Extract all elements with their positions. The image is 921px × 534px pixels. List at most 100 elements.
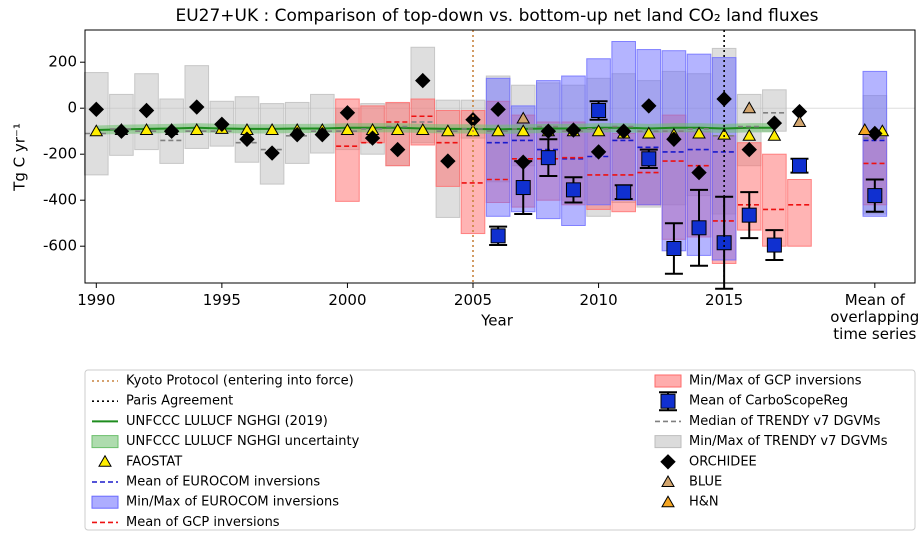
- mean-square: [641, 151, 657, 167]
- marker: [717, 127, 731, 140]
- x-axis-title: Year: [480, 312, 514, 330]
- marker: [516, 111, 531, 124]
- marker: [415, 123, 430, 136]
- chart-title: EU27+UK : Comparison of top-down vs. bot…: [175, 6, 818, 26]
- legend-item: H&N: [661, 495, 719, 510]
- legend-label: BLUE: [689, 475, 722, 490]
- mean-square: [490, 228, 506, 244]
- legend-item: FAOSTAT: [98, 454, 182, 469]
- marker: [139, 123, 154, 136]
- mean-square: [766, 237, 782, 253]
- x-tick-label: 2010: [579, 291, 618, 309]
- marker: [264, 145, 280, 161]
- legend-item: UNFCCC LULUCF NGHGI uncertainty: [91, 434, 360, 449]
- marker: [364, 130, 381, 146]
- range-box: [611, 41, 636, 201]
- marker: [189, 123, 204, 136]
- legend-label: Mean of CarboScopeReg: [689, 394, 848, 409]
- mean-square: [666, 241, 682, 256]
- y-tick-label: 0: [67, 99, 77, 117]
- legend-item: Min/Max of TRENDY v7 DGVMs: [654, 434, 888, 449]
- legend-icon: [661, 495, 675, 508]
- legend-icon: [91, 435, 119, 449]
- marker: [692, 126, 706, 139]
- y-axis-title: Tg C yr⁻¹: [11, 123, 29, 192]
- range-box: [485, 77, 511, 217]
- mean-square: [791, 158, 807, 174]
- x-tick-label: 2000: [328, 291, 367, 309]
- marker: [163, 123, 180, 139]
- legend-item: Paris Agreement: [92, 394, 233, 409]
- legend-icon: [654, 374, 682, 388]
- marker: [113, 123, 130, 139]
- y-tick-label: -400: [43, 191, 77, 209]
- range-box: [661, 50, 687, 252]
- marker: [540, 123, 557, 139]
- legend-icon: [98, 454, 112, 467]
- mean-square: [515, 180, 531, 196]
- legend-icon: [660, 454, 676, 470]
- legend-icon: [660, 393, 676, 409]
- legend-label: ORCHIDEE: [689, 454, 757, 469]
- legend-icon: [661, 474, 675, 487]
- legend-label: Kyoto Protocol (entering into force): [126, 374, 354, 389]
- x-tick-label: 1990: [77, 291, 116, 309]
- marker: [591, 124, 606, 137]
- marker: [767, 128, 782, 141]
- mean-square: [565, 182, 581, 198]
- legend-icon: [91, 495, 119, 509]
- x-tick-label: 2005: [453, 291, 493, 309]
- legend-item: Median of TRENDY v7 DGVMs: [655, 414, 881, 429]
- mean-square: [591, 103, 607, 118]
- marker: [239, 131, 255, 147]
- y-tick-label: 200: [48, 53, 77, 71]
- legend-icon: [654, 435, 682, 449]
- marker: [766, 115, 783, 131]
- legend-item: Min/Max of GCP inversions: [654, 374, 862, 389]
- legend-frame: [84, 369, 916, 531]
- legend-label: Mean of EUROCOM inversions: [126, 475, 320, 490]
- legend-item: Mean of CarboScopeReg: [659, 391, 848, 412]
- legend-item: Mean of GCP inversions: [92, 515, 280, 530]
- marker: [666, 131, 682, 147]
- range-box: [83, 72, 109, 176]
- marker: [314, 126, 331, 143]
- legend-item: Mean of EUROCOM inversions: [92, 475, 320, 490]
- legend-label: Paris Agreement: [126, 394, 233, 409]
- x-tick-label: 2015: [705, 291, 744, 309]
- marker: [792, 114, 807, 127]
- legend-label: Median of TRENDY v7 DGVMs: [689, 414, 881, 429]
- legend-item: BLUE: [661, 474, 722, 490]
- marker: [615, 123, 632, 139]
- range-box: [259, 103, 285, 185]
- series-line: [96, 126, 775, 132]
- mean-square: [867, 188, 883, 204]
- marker: [641, 98, 657, 114]
- legend-label: Min/Max of EUROCOM inversions: [126, 495, 339, 510]
- marker: [491, 124, 505, 137]
- legend-label: Min/Max of GCP inversions: [689, 374, 862, 389]
- legend-label: UNFCCC LULUCF NGHGI uncertainty: [126, 434, 360, 449]
- marker: [415, 72, 431, 89]
- plot-frame: [84, 29, 916, 284]
- x-tick-label: Mean of overlapping time series: [830, 291, 920, 343]
- mean-square: [741, 207, 757, 223]
- marker: [289, 126, 305, 143]
- marker: [340, 123, 355, 136]
- y-tick-label: -200: [43, 145, 77, 163]
- marker: [189, 99, 205, 115]
- marker: [339, 105, 356, 121]
- legend-label: H&N: [689, 495, 719, 510]
- marker: [441, 124, 455, 137]
- range-box: [787, 179, 812, 247]
- marker: [691, 164, 707, 181]
- marker: [214, 116, 230, 133]
- marker: [867, 125, 883, 142]
- y-tick-label: -600: [43, 237, 77, 255]
- marker: [590, 144, 607, 160]
- legend-item: Kyoto Protocol (entering into force): [92, 374, 354, 389]
- marker: [641, 126, 656, 139]
- marker: [440, 153, 456, 169]
- mean-square: [540, 150, 556, 166]
